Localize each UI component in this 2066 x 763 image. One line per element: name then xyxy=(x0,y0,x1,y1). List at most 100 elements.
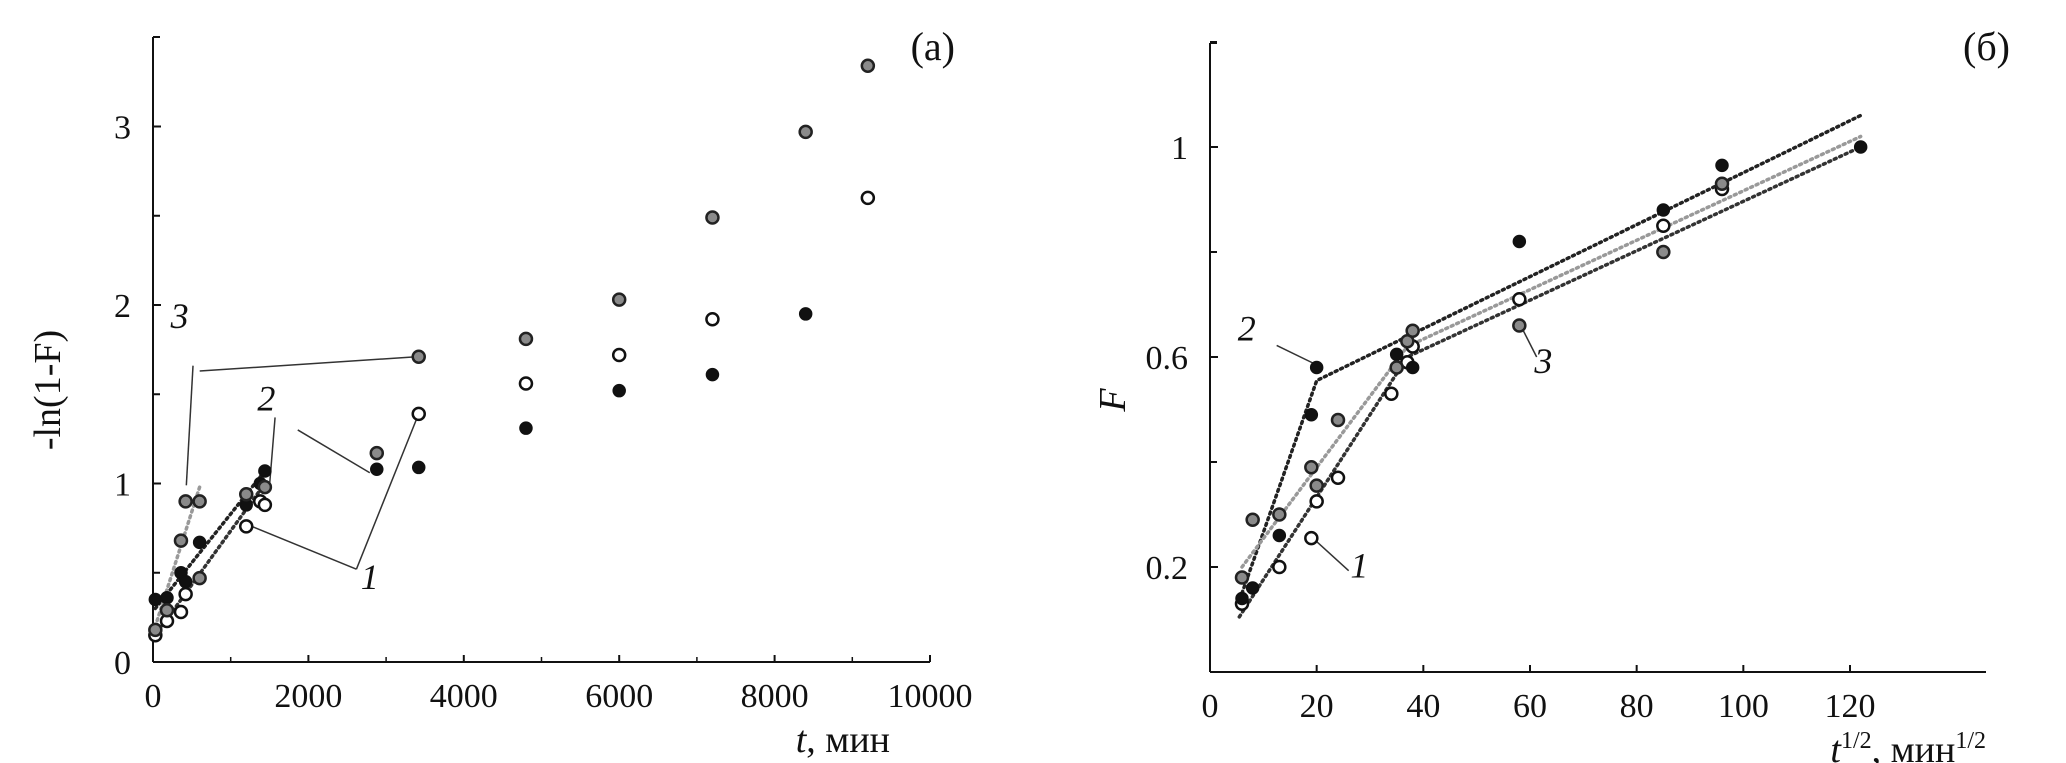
data-point-1 xyxy=(1330,470,1346,485)
data-point-3 xyxy=(1389,360,1404,375)
data-point-3 xyxy=(1309,478,1324,493)
data-point-1 xyxy=(173,604,189,620)
data-point-3 xyxy=(159,602,175,618)
data-point-3 xyxy=(192,494,207,509)
x-tick-label: 60 xyxy=(1513,688,1547,725)
data-point-2 xyxy=(1235,591,1249,606)
data-point-3 xyxy=(257,479,273,495)
data-point-2 xyxy=(370,462,384,476)
curve-label-2: 2 xyxy=(1238,309,1256,349)
fit-line-3 xyxy=(153,485,202,629)
x-tick-label: 40 xyxy=(1406,688,1440,725)
data-point-1 xyxy=(611,347,627,363)
data-point-1 xyxy=(1512,292,1527,307)
leader-line xyxy=(185,365,194,486)
x-tick-label: 2000 xyxy=(274,678,342,715)
x-tick-label: 8000 xyxy=(741,678,809,715)
x-tick-label: 0 xyxy=(145,678,162,715)
data-point-3 xyxy=(705,210,720,225)
data-point-3 xyxy=(1512,318,1527,333)
data-point-3 xyxy=(411,349,426,365)
fit-line-2 xyxy=(1240,113,1863,595)
x-tick-label: 0 xyxy=(1202,688,1219,725)
curve-label-1: 1 xyxy=(1350,546,1368,586)
x-label-unit-sup: 1/2 xyxy=(1955,728,1986,754)
data-point-3 xyxy=(611,292,627,307)
x-tick-label: 120 xyxy=(1825,688,1876,725)
data-point-1 xyxy=(238,519,254,534)
x-label-var: t xyxy=(796,719,808,761)
data-point-2 xyxy=(178,574,193,589)
chart-a: 0 2000 4000 6000 8000 10000 0 1 2 3 (a) -ln(1-F) t, … xyxy=(27,24,973,761)
curve-label-3: 3 xyxy=(1533,341,1552,381)
data-point-2 xyxy=(1656,203,1671,217)
curve-label-2: 2 xyxy=(257,378,275,418)
y-axis-label: -ln(1-F) xyxy=(27,330,69,450)
y-tick-label: 0 xyxy=(114,645,131,682)
curve-label-3: 3 xyxy=(170,296,189,336)
data-point-2 xyxy=(411,460,426,475)
data-point-3 xyxy=(178,494,193,509)
data-point-1 xyxy=(1304,530,1319,546)
x-tick-label: 80 xyxy=(1620,688,1654,725)
data-point-3 xyxy=(1234,570,1250,585)
data-point-1 xyxy=(860,190,876,206)
data-point-1 xyxy=(705,312,720,327)
data-point-3 xyxy=(173,533,189,548)
data-point-1 xyxy=(518,376,534,391)
data-point-3 xyxy=(1405,323,1420,338)
data-point-2 xyxy=(148,592,163,607)
x-tick-label: 100 xyxy=(1718,688,1769,725)
data-point-3 xyxy=(192,570,207,586)
curve-label-1: 1 xyxy=(361,557,379,597)
data-point-2 xyxy=(258,464,272,478)
y-tick-label: 3 xyxy=(114,110,131,147)
leader-line xyxy=(1276,344,1317,366)
data-point-3 xyxy=(1304,460,1319,475)
y-tick-label: 0.6 xyxy=(1146,340,1189,377)
data-point-2 xyxy=(798,307,813,321)
data-point-3 xyxy=(1245,512,1260,527)
panel-label: (б) xyxy=(1963,24,2010,69)
y-tick-label: 1 xyxy=(114,467,131,504)
y-axis-label: F xyxy=(1092,388,1134,413)
data-point-2 xyxy=(1405,360,1420,375)
data-point-1 xyxy=(1656,218,1671,233)
leader-line xyxy=(355,418,418,570)
data-point-3 xyxy=(238,486,254,502)
leader-line xyxy=(251,525,357,570)
data-point-2 xyxy=(1309,360,1324,375)
x-label-unit: , мин xyxy=(806,719,890,761)
data-point-1 xyxy=(1272,559,1287,575)
x-tick-label: 6000 xyxy=(585,678,653,715)
data-point-3 xyxy=(1656,244,1671,260)
data-point-2 xyxy=(1853,140,1868,154)
x-label-unit: , мин xyxy=(1872,729,1956,763)
data-point-2 xyxy=(1715,158,1729,173)
leader-line xyxy=(1522,330,1538,358)
data-point-1 xyxy=(1384,386,1399,401)
leader-line xyxy=(1312,538,1350,572)
data-point-3 xyxy=(1330,412,1346,428)
data-point-1 xyxy=(411,406,426,422)
data-point-3 xyxy=(798,124,813,140)
y-tick-label: 0.2 xyxy=(1146,550,1189,587)
panel-label: (a) xyxy=(911,24,955,69)
data-point-3 xyxy=(369,445,385,461)
x-label-sup: 1/2 xyxy=(1841,728,1872,754)
y-tick-label: 2 xyxy=(114,288,131,325)
data-point-2 xyxy=(1245,581,1260,595)
data-point-1 xyxy=(1309,494,1324,509)
data-point-2 xyxy=(1304,408,1319,422)
fit-line-1 xyxy=(1237,145,1863,619)
data-point-2 xyxy=(705,367,720,382)
data-point-2 xyxy=(612,383,626,398)
x-tick-label: 4000 xyxy=(430,678,498,715)
x-axis-label: t1/2, мин1/2 xyxy=(1830,728,1986,763)
leader-line xyxy=(297,429,371,474)
data-point-3 xyxy=(1272,507,1287,522)
x-tick-label: 10000 xyxy=(888,678,973,715)
data-point-2 xyxy=(160,590,174,605)
